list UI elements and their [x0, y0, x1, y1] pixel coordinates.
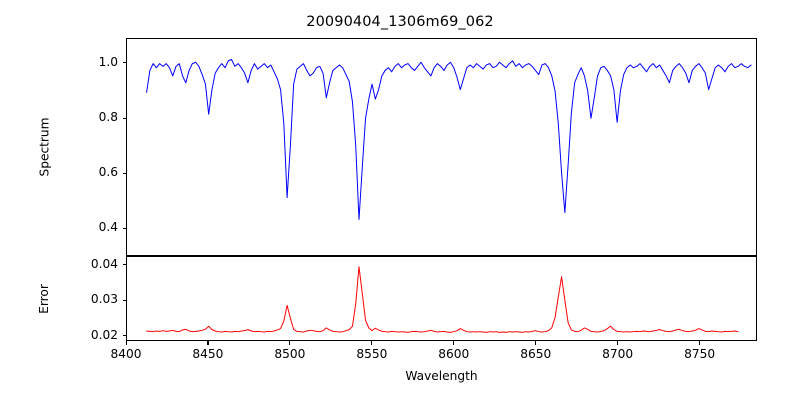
- spectrum-ytick-mark: [122, 172, 126, 174]
- wavelength-xtick-label: 8450: [192, 347, 224, 361]
- error-ytick-label: 0.04: [90, 256, 118, 271]
- wavelength-xtick-label: 8550: [356, 347, 388, 361]
- error-ytick-label: 0.02: [90, 327, 118, 342]
- spectrum-line-series: [146, 59, 752, 220]
- wavelength-xtick-mark: [453, 341, 455, 345]
- wavelength-xtick-mark: [125, 341, 127, 345]
- spectrum-ytick-label: 0.8: [98, 110, 118, 125]
- wavelength-xtick-mark: [535, 341, 537, 345]
- error-ytick-mark: [122, 264, 126, 266]
- spectrum-plot-area: [126, 38, 757, 256]
- wavelength-xtick-label: 8500: [274, 347, 306, 361]
- wavelength-xtick-label: 8600: [438, 347, 470, 361]
- error-line-series: [146, 266, 739, 333]
- error-ytick-mark: [122, 299, 126, 301]
- wavelength-xtick-mark: [699, 341, 701, 345]
- wavelength-xtick-mark: [289, 341, 291, 345]
- wavelength-xtick-label: 8400: [110, 347, 142, 361]
- error-plot-area: [126, 256, 757, 341]
- wavelength-axis-label: Wavelength: [405, 369, 478, 383]
- spectrum-ytick-label: 0.4: [98, 220, 118, 235]
- spectrum-axis-label: Spectrum: [37, 117, 52, 177]
- page-title: 20090404_1306m69_062: [306, 14, 494, 30]
- error-ytick-label: 0.03: [90, 292, 118, 307]
- wavelength-xtick-mark: [207, 341, 209, 345]
- spectrum-ytick-mark: [122, 62, 126, 64]
- wavelength-xtick-label: 8650: [520, 347, 552, 361]
- spectrum-ytick-label: 0.6: [98, 165, 118, 180]
- error-ytick-mark: [122, 335, 126, 337]
- wavelength-xtick-label: 8700: [602, 347, 634, 361]
- spectrum-ytick-label: 1.0: [98, 54, 118, 69]
- wavelength-xtick-mark: [371, 341, 373, 345]
- wavelength-xtick-mark: [617, 341, 619, 345]
- spectrum-ytick-mark: [122, 117, 126, 119]
- wavelength-xtick-label: 8750: [684, 347, 716, 361]
- spectrum-ytick-mark: [122, 227, 126, 229]
- error-axis-label: Error: [36, 283, 51, 314]
